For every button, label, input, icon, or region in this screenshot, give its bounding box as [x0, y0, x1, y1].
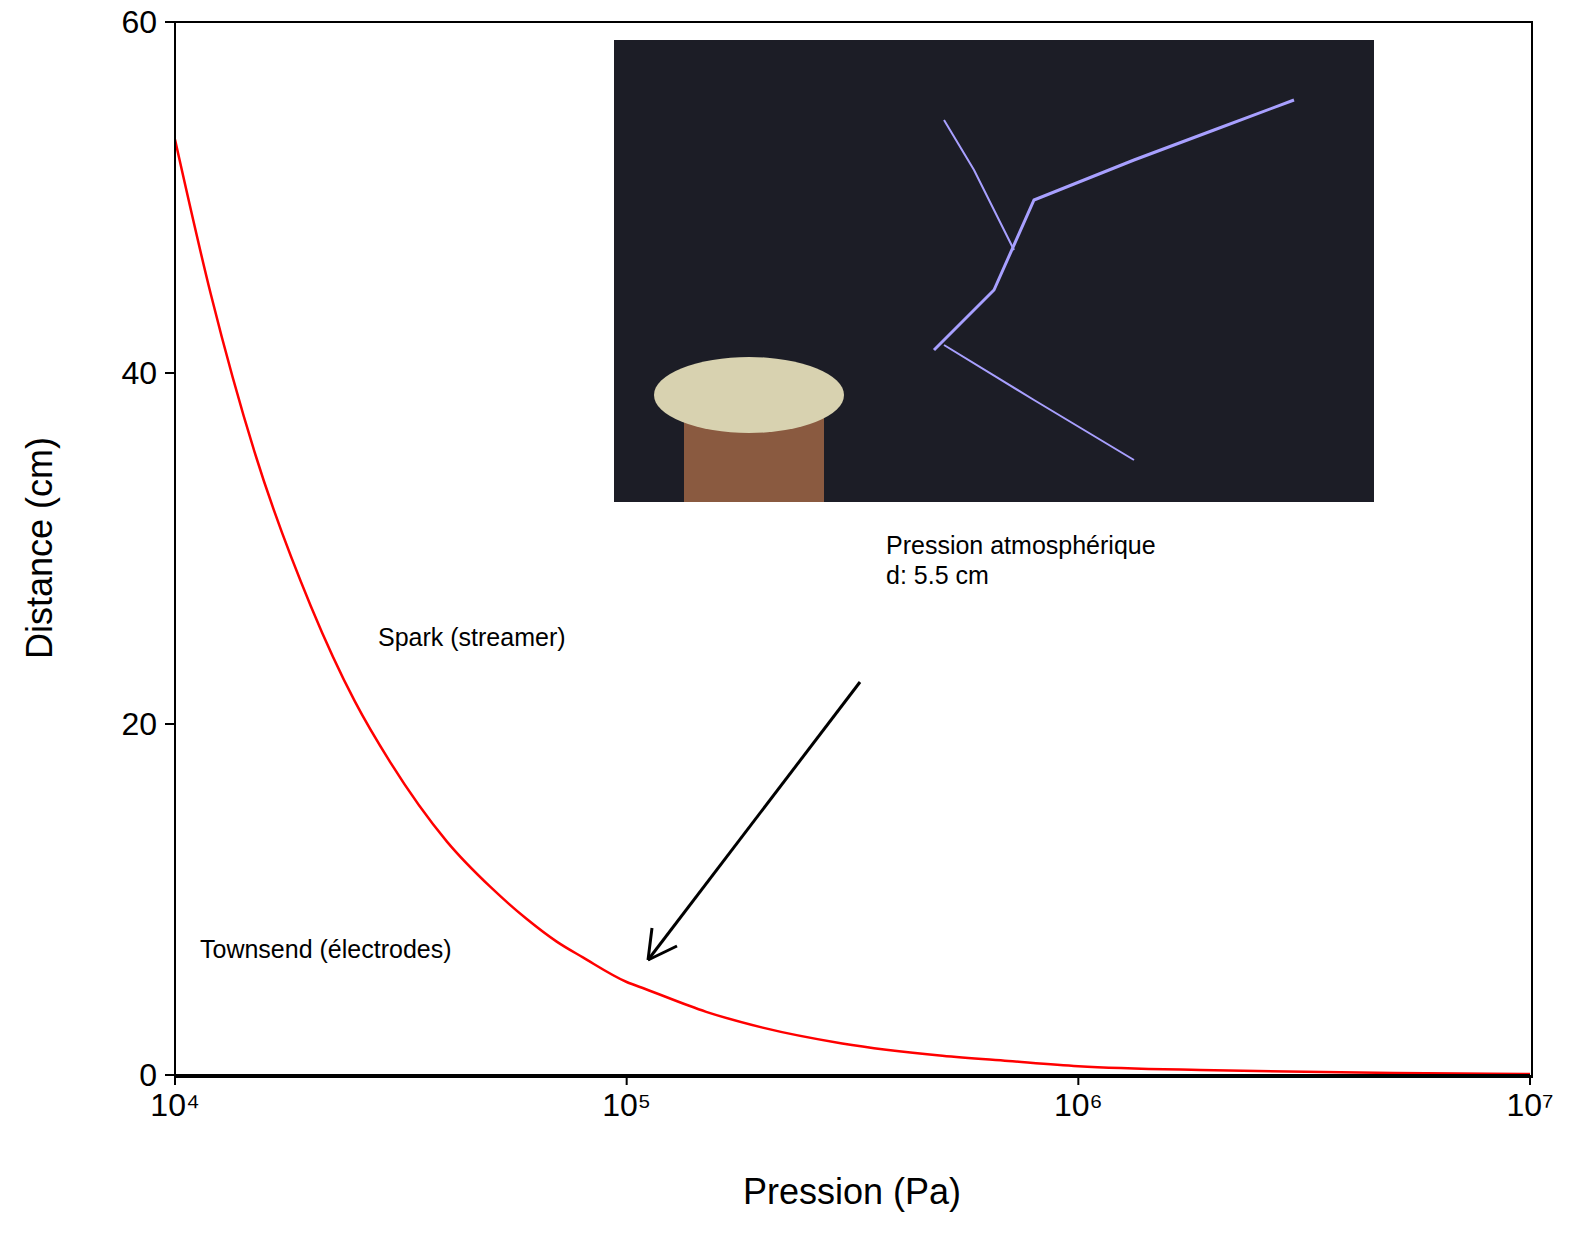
svg-text:10⁷: 10⁷ [1506, 1087, 1553, 1123]
svg-text:20: 20 [121, 706, 157, 742]
svg-text:10⁴: 10⁴ [150, 1087, 199, 1123]
svg-text:10⁶: 10⁶ [1054, 1087, 1103, 1123]
html-text:Pression (Pa): Pression (Pa) [743, 1171, 961, 1212]
html-text:Distance (cm): Distance (cm) [19, 437, 60, 659]
svg-text:60: 60 [121, 4, 157, 40]
svg-text:0: 0 [139, 1057, 157, 1093]
html-text:Pression atmosphérique: Pression atmosphérique [886, 531, 1156, 559]
html-text:d: 5.5 cm: d: 5.5 cm [886, 561, 989, 589]
html-text:Townsend (électrodes): Townsend (électrodes) [200, 935, 452, 963]
html-text:Spark (streamer): Spark (streamer) [378, 623, 566, 651]
svg-text:10⁵: 10⁵ [602, 1087, 651, 1123]
svg-text:40: 40 [121, 355, 157, 391]
